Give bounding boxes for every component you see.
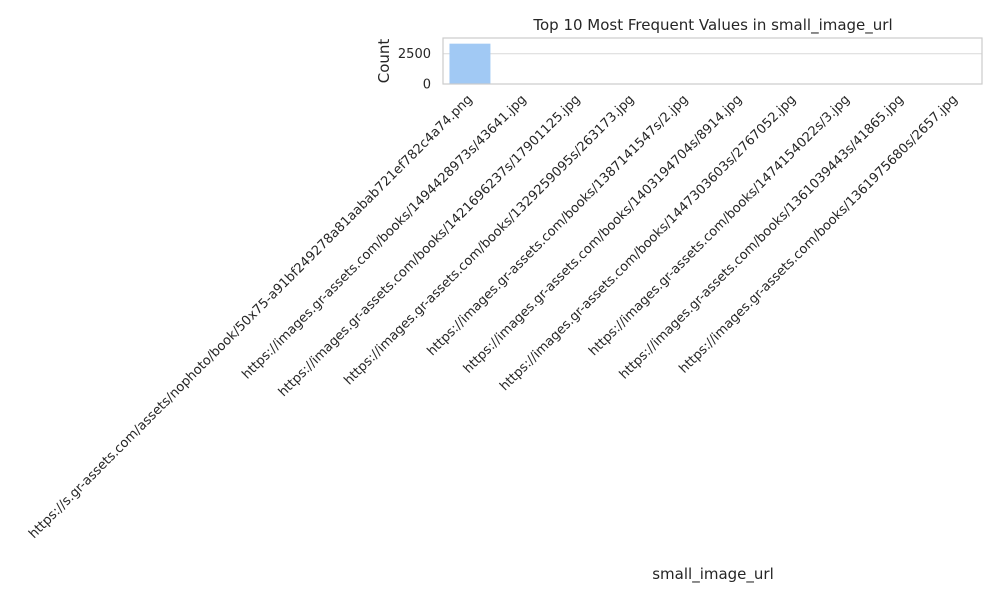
y-tick-label: 2500 (398, 47, 431, 62)
x-tick-label: https://images.gr-assets.com/books/14741… (586, 92, 853, 359)
y-axis-label: Count (375, 39, 393, 84)
bar-1 (449, 43, 491, 84)
plot-frame (442, 37, 983, 85)
y-tick-label: 0 (423, 78, 431, 93)
grid-lines (443, 53, 982, 85)
y-tick-labels: 0 2500 (398, 47, 431, 92)
x-tick-label: https://images.gr-assets.com/books/13871… (425, 92, 692, 359)
chart-title: Top 10 Most Frequent Values in small_ima… (532, 16, 892, 35)
x-tick-labels: https://s.gr-assets.com/assets/nophoto/b… (26, 92, 961, 542)
bars (449, 43, 976, 84)
x-axis-label: small_image_url (652, 565, 774, 584)
